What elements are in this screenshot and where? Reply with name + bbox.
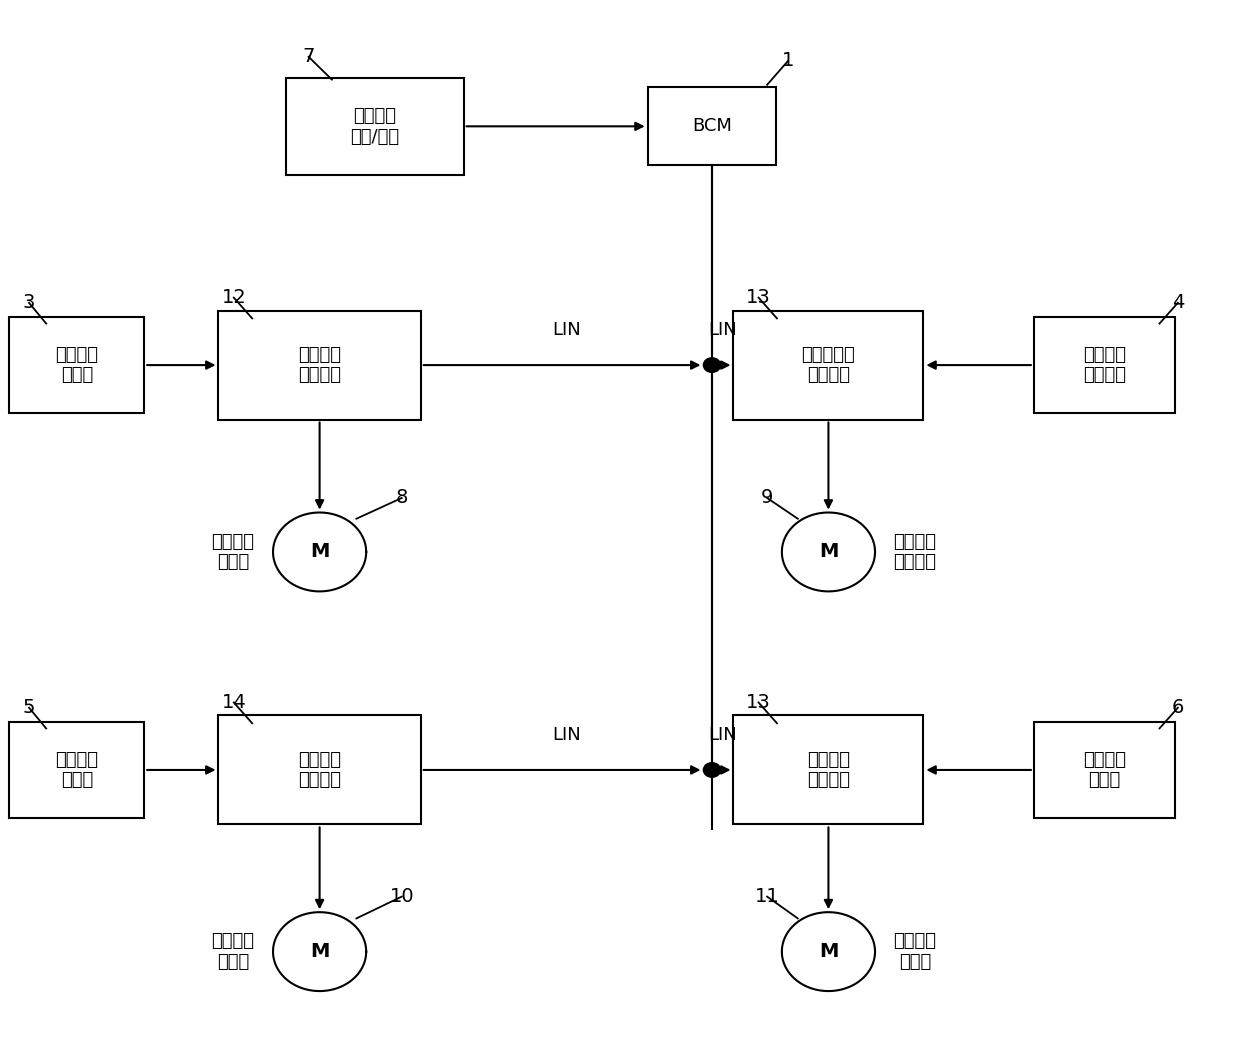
Bar	[647, 87, 776, 165]
Circle shape	[703, 763, 720, 777]
Text: 9: 9	[761, 488, 774, 507]
Text: 右后侧车
窗开关: 右后侧车 窗开关	[1083, 750, 1126, 789]
Text: 13: 13	[746, 693, 771, 712]
Text: 左后侧车
窗开关: 左后侧车 窗开关	[56, 750, 98, 789]
Text: M: M	[310, 943, 330, 962]
Bar	[733, 310, 924, 420]
Text: 14: 14	[222, 693, 247, 712]
Bar	[1034, 317, 1174, 413]
Bar	[286, 78, 464, 175]
Text: 12: 12	[222, 288, 247, 307]
Text: M: M	[818, 543, 838, 562]
Text: M: M	[310, 543, 330, 562]
Text: LIN: LIN	[552, 726, 580, 744]
Bar	[1034, 722, 1174, 818]
Text: LIN: LIN	[708, 321, 737, 339]
Text: 10: 10	[389, 887, 414, 906]
Text: 驾驶席车
窗开关: 驾驶席车 窗开关	[56, 346, 98, 384]
Text: 左后侧车
窗控制器: 左后侧车 窗控制器	[298, 750, 341, 789]
Text: 副驾驶席
车窗电机: 副驾驶席 车窗电机	[894, 532, 936, 571]
Bar	[733, 715, 924, 825]
Text: 5: 5	[22, 699, 35, 717]
Text: 右后侧车
窗电机: 右后侧车 窗电机	[894, 932, 936, 971]
Text: 副驾驶席车
窗控制器: 副驾驶席车 窗控制器	[801, 346, 856, 384]
Bar	[10, 317, 144, 413]
Text: 副驾驶席
车窗开关: 副驾驶席 车窗开关	[1083, 346, 1126, 384]
Text: LIN: LIN	[552, 321, 580, 339]
Text: 3: 3	[22, 294, 35, 312]
Text: BCM: BCM	[692, 118, 732, 136]
Text: 8: 8	[396, 488, 408, 507]
Text: 1: 1	[781, 52, 794, 70]
Bar	[10, 722, 144, 818]
Text: 4: 4	[1172, 294, 1184, 312]
Text: 13: 13	[746, 288, 771, 307]
Text: 车窗模式
开关/信号: 车窗模式 开关/信号	[350, 107, 399, 146]
Text: 左后侧车
窗电机: 左后侧车 窗电机	[212, 932, 254, 971]
Text: 驾驶席车
窗控制器: 驾驶席车 窗控制器	[298, 346, 341, 384]
Text: 11: 11	[755, 887, 780, 906]
Text: 右后侧车
窗控制器: 右后侧车 窗控制器	[807, 750, 849, 789]
Text: LIN: LIN	[708, 726, 737, 744]
Bar	[218, 715, 420, 825]
Text: 7: 7	[303, 47, 315, 66]
Text: 驾驶席车
窗电机: 驾驶席车 窗电机	[212, 532, 254, 571]
Text: M: M	[818, 943, 838, 962]
Text: 6: 6	[1172, 699, 1184, 717]
Bar	[218, 310, 420, 420]
Circle shape	[703, 358, 720, 372]
